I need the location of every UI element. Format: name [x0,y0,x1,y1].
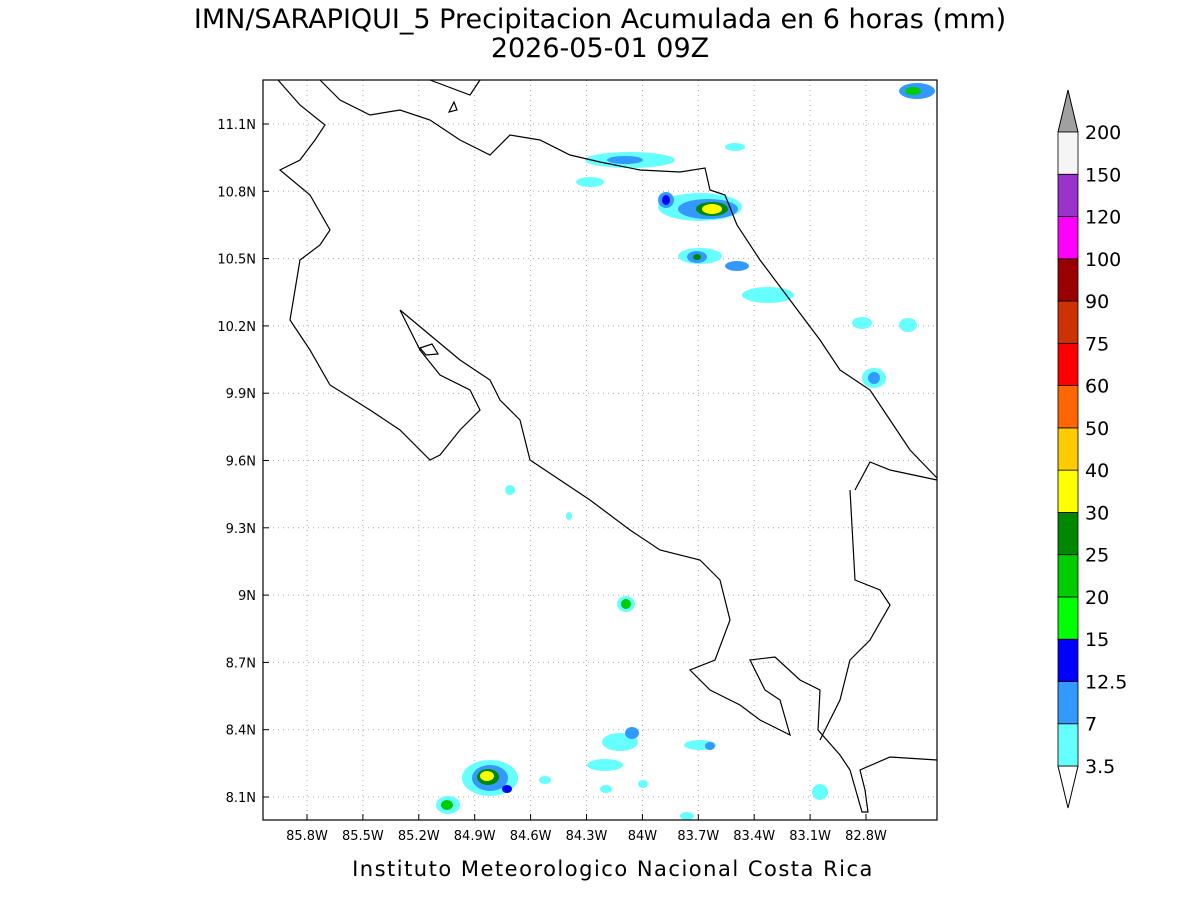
lon-label: 84.9W [454,829,496,844]
lon-label: 83.1W [789,829,831,844]
colorbar-label: 100 [1085,249,1121,271]
colorbar-label: 30 [1085,502,1109,524]
colorbar-segment [1057,216,1079,260]
colorbar-segment [1057,512,1079,556]
colorbar-label: 3.5 [1085,756,1115,778]
colorbar-label: 90 [1085,291,1109,313]
colorbar-segment [1057,427,1079,471]
colorbar-label: 200 [1085,122,1121,144]
footer: Instituto Meteorologico Nacional Costa R… [352,857,874,881]
lon-label: 82.8W [845,829,887,844]
colorbar-label: 150 [1085,164,1121,186]
lon-label: 84W [628,829,658,844]
colorbar-label: 20 [1085,587,1109,609]
lon-label: 83.4W [733,829,775,844]
colorbar-segment [1057,342,1079,387]
lat-label: 11.1N [217,118,256,133]
colorbar-segment [1057,723,1079,767]
colorbar-segment [1057,173,1079,217]
lon-label: 85.5W [342,829,384,844]
colorbar-label: 120 [1085,207,1121,229]
lon-label: 85.2W [398,829,440,844]
lat-label: 8.7N [226,656,256,671]
lat-label: 10.2N [217,320,256,335]
lat-label: 8.4N [226,724,256,739]
colorbar-segment [1057,300,1079,344]
coastlines [277,79,938,813]
lat-label: 10.8N [217,185,256,200]
colorbar-label: 12.5 [1085,671,1127,693]
grid: 11.1N 10.8N 10.5N 10.2N 9.9N 9.6N 9.3N 9N 8.7N 8.… [217,80,937,844]
colorbar-label: 7 [1085,714,1097,736]
precipitation [436,83,935,820]
colorbar-segment [1057,469,1079,513]
lat-label: 9.6N [226,455,256,470]
colorbar-segment [1057,596,1079,640]
lon-label: 83.7W [677,829,719,844]
colorbar-segment [1057,385,1079,429]
lon-label: 84.6W [510,829,552,844]
colorbar-segment [1057,554,1079,598]
lat-label: 9N [238,589,256,604]
colorbar-segment [1057,681,1079,725]
colorbar-label: 25 [1085,545,1109,567]
colorbar-segment [1057,258,1079,302]
colorbar-under [1057,765,1079,809]
colorbar-label: 75 [1085,333,1109,355]
colorbar-over [1057,89,1079,133]
lat-label: 8.1N [226,791,256,806]
colorbar: 3.5 7 12.5 15 20 25 30 40 50 60 75 90 100 120 150 200 [1057,89,1127,809]
lat-label: 10.5N [217,253,256,268]
colorbar-label: 50 [1085,418,1109,440]
colorbar-label: 60 [1085,376,1109,398]
title: IMN/SARAPIQUI_5 Precipitacion Acumulada … [194,4,1006,35]
lon-label: 84.3W [566,829,608,844]
lon-label: 85.8W [286,829,328,844]
subtitle: 2026-05-01 09Z [491,33,709,64]
colorbar-segment [1057,638,1079,682]
colorbar-label: 40 [1085,460,1109,482]
map-frame [262,79,938,821]
colorbar-label: 15 [1085,629,1109,651]
lat-label: 9.3N [226,522,256,537]
lat-label: 9.9N [226,387,256,402]
colorbar-segment [1057,131,1079,175]
